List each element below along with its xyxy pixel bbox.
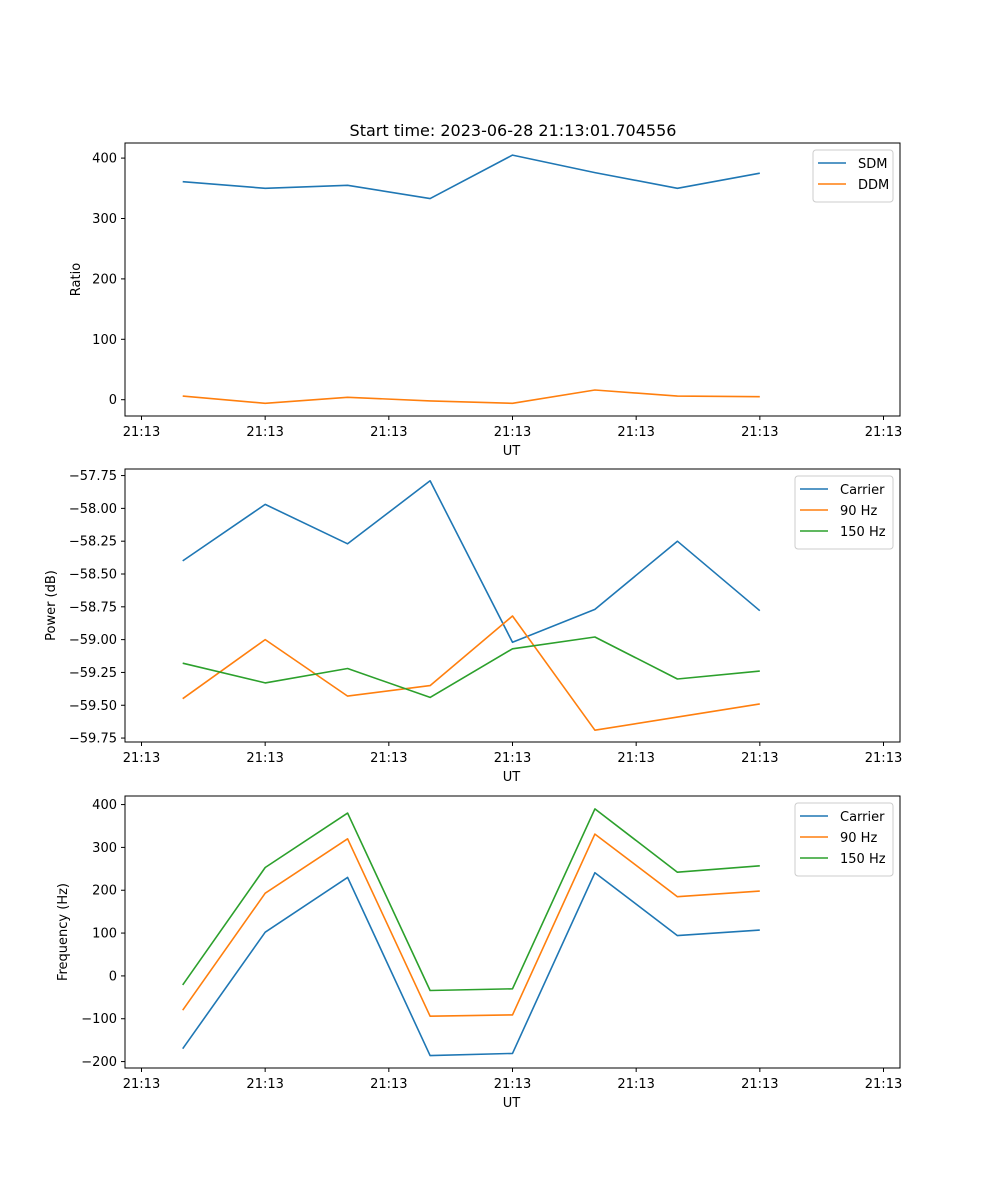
y-tick-label: −59.50 [69, 699, 117, 714]
x-axis-label: UT [503, 770, 521, 785]
axes-frame [124, 795, 901, 1069]
series-line-150-hz [182, 636, 760, 699]
y-tick-label: 0 [109, 969, 117, 984]
x-tick-label: 21:13 [123, 751, 160, 766]
x-tick-label: 21:13 [494, 1077, 531, 1092]
y-tick-label: 300 [92, 841, 117, 856]
legend-label: 150 Hz [840, 525, 886, 540]
axes-frame [124, 468, 901, 743]
x-tick-label: 21:13 [741, 425, 778, 440]
y-tick-label: −59.75 [69, 732, 117, 747]
y-tick-label: −58.00 [69, 502, 117, 517]
legend-label: 90 Hz [840, 831, 877, 846]
axes-frame [124, 142, 901, 417]
y-tick-label: −58.50 [69, 568, 117, 583]
chart-panels: 21:13 21:13 21:13 21:13 21:13 21:13 21:1301002… [44, 142, 902, 1111]
x-tick-label: 21:13 [246, 1077, 283, 1092]
series-line-carrier [182, 871, 760, 1057]
y-axis-label: Power (dB) [44, 570, 59, 641]
legend-label: SDM [858, 157, 887, 172]
y-axis-label: Frequency (Hz) [56, 883, 71, 981]
legend-label: Carrier [840, 810, 885, 825]
chart-panel-1: 21:13 21:13 21:13 21:13 21:13 21:13 21:13 0 100 2… [69, 142, 902, 459]
y-tick-label: 200 [92, 272, 117, 287]
x-tick-label: 21:13 [617, 425, 654, 440]
figure-title: Start time: 2023-06-28 21:13:01.704556 [350, 121, 677, 140]
chart-panel-3: 21:13 21:13 21:13 21:13 21:13 21:13 21:13 −200 −… [56, 795, 902, 1111]
series-line-sdm [182, 154, 760, 200]
legend: Carrier 90 Hz 150 Hz [794, 802, 894, 877]
legend: Carrier 90 Hz 150 Hz [794, 475, 894, 550]
y-tick-label: 100 [92, 927, 117, 942]
x-tick-label: 21:13 [370, 425, 407, 440]
y-tick-label: −57.75 [69, 469, 117, 484]
chart-panel-2: 21:13 21:13 21:13 21:13 21:13 21:13 21:13 −57.7… [44, 468, 902, 785]
x-tick-label: 21:13 [494, 751, 531, 766]
x-tick-label: 21:13 [617, 1077, 654, 1092]
x-tick-label: 21:13 [494, 425, 531, 440]
y-tick-label: 400 [92, 152, 117, 167]
x-tick-label: 21:13 [617, 751, 654, 766]
legend: SDM DDM [812, 149, 894, 203]
y-tick-label: −58.75 [69, 600, 117, 615]
x-tick-label: 21:13 [741, 751, 778, 766]
x-tick-label: 21:13 [370, 751, 407, 766]
x-axis-label: UT [503, 444, 521, 459]
x-tick-label: 21:13 [246, 425, 283, 440]
x-tick-label: 21:13 [865, 425, 902, 440]
series-line-90-hz [182, 615, 760, 732]
y-tick-label: 300 [92, 212, 117, 227]
y-tick-label: −58.25 [69, 535, 117, 550]
legend-label: DDM [858, 178, 889, 193]
y-tick-label: 400 [92, 798, 117, 813]
legend-label: 90 Hz [840, 504, 877, 519]
y-tick-label: 200 [92, 884, 117, 899]
legend-label: 150 Hz [840, 852, 886, 867]
y-tick-label: −200 [81, 1055, 117, 1070]
y-axis-label: Ratio [69, 263, 84, 296]
x-tick-label: 21:13 [865, 751, 902, 766]
x-tick-label: 21:13 [865, 1077, 902, 1092]
x-tick-label: 21:13 [246, 751, 283, 766]
y-tick-label: 100 [92, 333, 117, 348]
legend-label: Carrier [840, 483, 885, 498]
y-tick-label: −100 [81, 1012, 117, 1027]
x-tick-label: 21:13 [741, 1077, 778, 1092]
x-tick-label: 21:13 [123, 425, 160, 440]
series-line-150-hz [182, 808, 760, 992]
series-line-90-hz [182, 833, 760, 1018]
y-tick-label: −59.25 [69, 666, 117, 681]
series-line-ddm [182, 389, 760, 405]
y-tick-label: 0 [109, 393, 117, 408]
x-tick-label: 21:13 [370, 1077, 407, 1092]
x-tick-label: 21:13 [123, 1077, 160, 1092]
x-axis-label: UT [503, 1096, 521, 1111]
y-tick-label: −59.00 [69, 633, 117, 648]
series-line-carrier [182, 479, 761, 644]
